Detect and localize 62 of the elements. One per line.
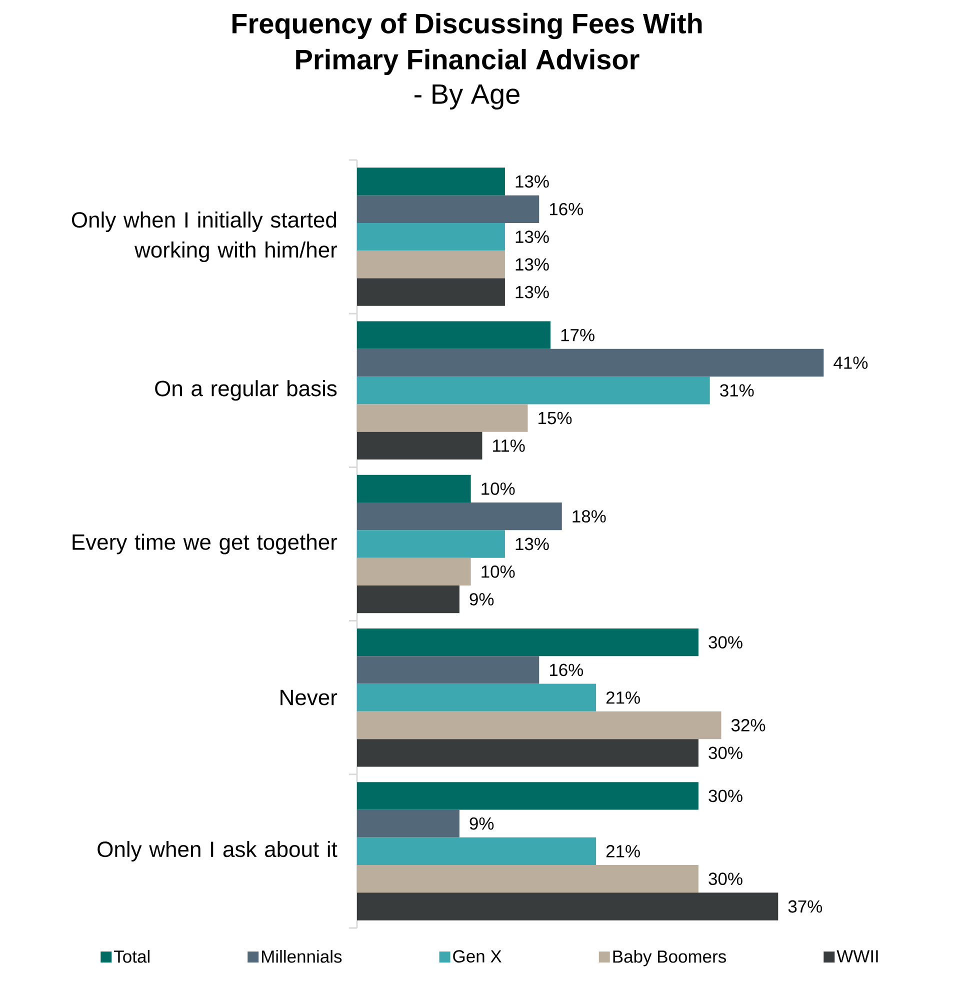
data-label: 11% xyxy=(493,440,525,452)
legend-label: WWII xyxy=(836,950,878,962)
y-tick-label: Never xyxy=(280,690,338,706)
bar xyxy=(357,628,698,656)
data-label: 9% xyxy=(470,593,494,606)
data-label: 13% xyxy=(516,175,549,188)
bar xyxy=(357,739,698,767)
bar xyxy=(357,810,460,838)
bar xyxy=(357,837,596,866)
y-tick-label: On a regular basis xyxy=(155,380,337,401)
bar xyxy=(357,711,722,740)
data-label: 31% xyxy=(720,384,754,397)
legend-label: Baby Boomers xyxy=(613,950,726,966)
data-label: 13% xyxy=(516,538,549,550)
data-label: 30% xyxy=(708,872,742,886)
bar xyxy=(357,321,550,349)
y-tick-label: Only when I initially started working with him/her xyxy=(72,212,338,262)
y-tick-label: Every time we get together xyxy=(72,534,338,554)
data-label: 16% xyxy=(550,202,584,216)
chart-title: Frequency of Discussing Fees With Primary Financial Advisor xyxy=(232,12,702,76)
data-label: 9% xyxy=(470,817,494,830)
data-label: 10% xyxy=(482,482,515,495)
data-label: 13% xyxy=(516,286,549,298)
data-label: 21% xyxy=(606,845,640,858)
data-label: 16% xyxy=(550,664,584,676)
bar xyxy=(357,684,596,712)
bar xyxy=(357,195,540,223)
bar xyxy=(357,656,540,684)
bar xyxy=(357,558,471,586)
bar xyxy=(357,530,505,558)
bar xyxy=(357,502,562,530)
bar xyxy=(357,892,778,920)
legend-label: Millennials xyxy=(262,950,342,963)
bar xyxy=(357,348,824,377)
bar xyxy=(357,376,710,404)
bar xyxy=(357,278,505,306)
legend-label: Gen X xyxy=(453,950,502,963)
data-label: 30% xyxy=(708,790,742,802)
data-label: 21% xyxy=(606,691,640,704)
data-label: 32% xyxy=(731,719,766,732)
data-label: 41% xyxy=(834,356,868,369)
bar xyxy=(357,222,505,251)
data-label: 10% xyxy=(482,565,515,578)
data-label: 37% xyxy=(788,900,822,913)
bar xyxy=(357,865,698,893)
data-label: 18% xyxy=(572,510,606,523)
data-label: 15% xyxy=(538,412,572,424)
bar xyxy=(357,585,460,614)
bar xyxy=(357,168,505,196)
bar xyxy=(357,782,698,810)
bar xyxy=(357,432,482,460)
bar xyxy=(357,404,528,432)
bar xyxy=(357,474,471,503)
chart-subtitle: - By Age xyxy=(414,84,520,110)
y-tick-label: Only when I ask about it xyxy=(98,840,338,862)
bar xyxy=(357,250,505,278)
data-label: 30% xyxy=(708,746,742,760)
data-label: 13% xyxy=(516,230,549,243)
data-label: 17% xyxy=(561,328,594,342)
legend-label: Total xyxy=(114,950,150,963)
data-label: 30% xyxy=(708,636,742,649)
data-label: 13% xyxy=(516,258,549,271)
